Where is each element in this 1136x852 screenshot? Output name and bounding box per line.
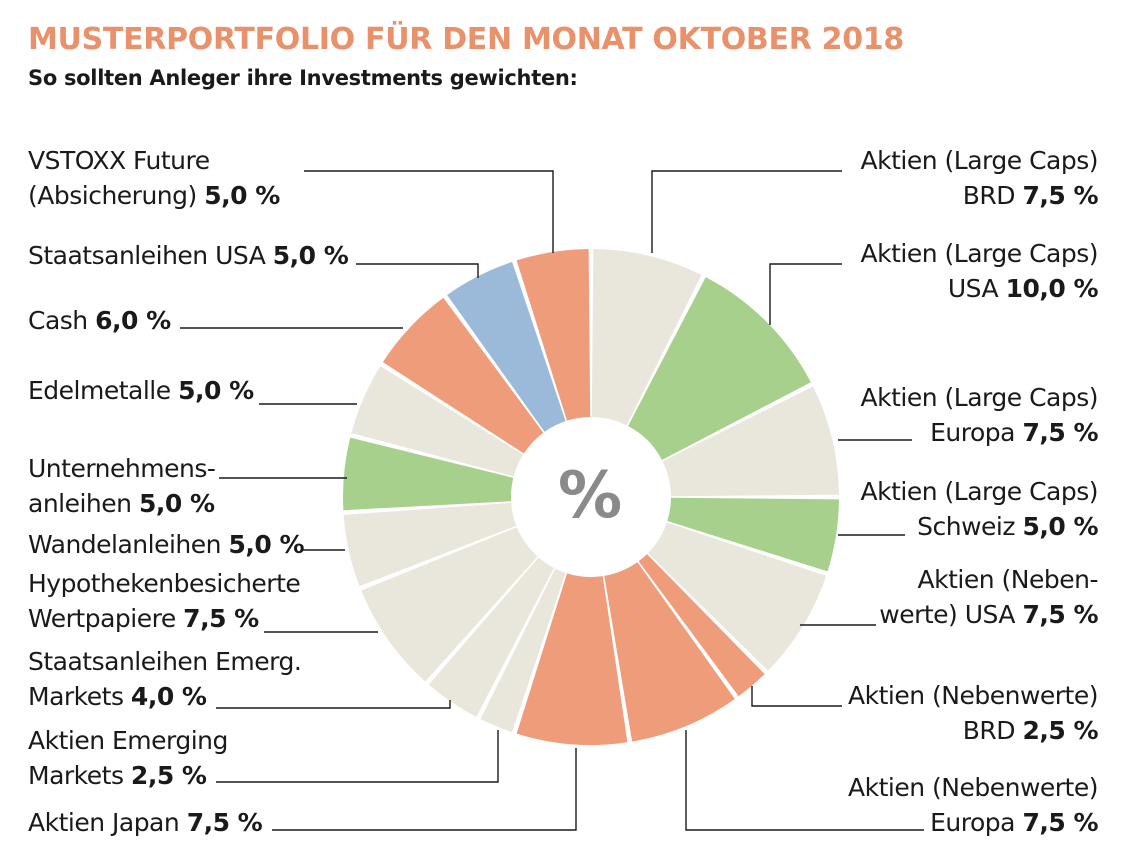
slice-13 (351, 366, 524, 477)
slice-label-text: Markets (28, 761, 124, 790)
slice-8 (480, 568, 566, 733)
leader-line-7 (272, 748, 577, 831)
slice-label-1: Aktien (Large Caps) USA 10,0 % (860, 236, 1099, 306)
slice-label-text: Staatsanleihen Emerg. (28, 647, 302, 676)
slice-label-text: Aktien (Nebenwerte) (848, 773, 1098, 802)
slice-label-text: (Absicherung) (28, 181, 197, 210)
slice-label-text: Aktien (Large Caps) (860, 239, 1099, 268)
slice-label-13: Edelmetalle 5,0 % (28, 373, 254, 408)
center-symbol: % (558, 459, 622, 533)
slice-label-text: Hypothekenbesicherte (28, 569, 301, 598)
slice-label-text: Aktien Emerging (28, 726, 228, 755)
slice-label-text: Cash (28, 306, 88, 335)
slice-value: 6,0 % (95, 306, 171, 335)
slice-10 (361, 527, 538, 682)
slice-label-text: Aktien (Large Caps) (860, 477, 1099, 506)
slice-value: 7,5 % (1022, 181, 1098, 210)
leader-line-8 (216, 730, 499, 783)
slice-9 (428, 557, 554, 717)
slice-label-10: Hypothekenbesicherte Wertpapiere 7,5 % (28, 566, 301, 636)
slice-label-text: werte) USA (879, 600, 1015, 629)
slice-value: 7,5 % (1022, 808, 1098, 837)
slice-label-14: Cash 6,0 % (28, 303, 171, 338)
slice-label-text: Aktien (Neben- (917, 565, 1099, 594)
slice-label-text: Staatsanleihen USA (28, 241, 266, 270)
slice-value: 4,0 % (130, 682, 207, 711)
slice-label-text: Aktien (Large Caps) (860, 146, 1099, 175)
slice-label-5: Aktien (Nebenwerte) BRD 2,5 % (848, 678, 1098, 748)
slice-label-text: anleihen (28, 489, 132, 518)
slice-label-3: Aktien (Large Caps) Schweiz 5,0 % (860, 474, 1099, 544)
leader-line-1 (769, 263, 842, 325)
slice-12 (343, 437, 514, 511)
slice-label-text: Aktien Japan (28, 808, 180, 837)
slice-label-4: Aktien (Neben-werte) USA 7,5 % (879, 562, 1098, 632)
slice-value: 10,0 % (1005, 274, 1099, 303)
slice-label-text: USA (947, 274, 999, 303)
leader-line-9 (216, 700, 451, 709)
slice-label-9: Staatsanleihen Emerg. Markets 4,0 % (28, 644, 302, 714)
slice-value: 7,5 % (1022, 600, 1098, 629)
chart-subtitle: So sollten Anleger ihre Investments gewi… (28, 66, 578, 90)
slice-value: 7,5 % (186, 808, 263, 837)
slice-label-text: Europa (930, 418, 1015, 447)
slice-label-text: Markets (28, 682, 124, 711)
leader-line-6 (685, 730, 924, 831)
leader-lines (180, 170, 924, 831)
slice-value: 7,5 % (1022, 418, 1098, 447)
slice-value: 7,5 % (183, 604, 259, 633)
slice-label-2: Aktien (Large Caps) Europa 7,5 % (860, 380, 1099, 450)
slice-0 (591, 249, 702, 426)
slice-value: 5,0 % (1022, 512, 1098, 541)
slice-value: 2,5 % (130, 761, 207, 790)
chart-title: MUSTERPORTFOLIO FÜR DEN MONAT OKTOBER 20… (28, 22, 904, 57)
slice-label-text: Unternehmens- (28, 454, 216, 483)
slice-1 (628, 277, 811, 460)
slice-label-6: Aktien (Nebenwerte) Europa 7,5 % (848, 770, 1098, 840)
leader-line-15 (356, 263, 479, 278)
slice-label-15: Staatsanleihen USA 5,0 % (28, 238, 349, 273)
slice-label-11: Wandelanleihen 5,0 % (28, 527, 304, 562)
slice-7 (516, 573, 628, 745)
slice-label-text: Aktien (Large Caps) (860, 383, 1099, 412)
slice-label-text: Wandelanleihen (28, 530, 222, 559)
slice-label-text: Schweiz (917, 512, 1015, 541)
slice-label-text: BRD (962, 716, 1016, 745)
slice-value: 2,5 % (1022, 716, 1098, 745)
slice-14 (382, 297, 544, 454)
slice-value: 5,0 % (178, 376, 254, 405)
slice-label-12: Unternehmens-anleihen 5,0 % (28, 451, 216, 521)
slice-value: 5,0 % (228, 530, 304, 559)
slice-3 (667, 497, 839, 572)
slice-11 (343, 502, 517, 587)
slice-15 (447, 261, 566, 432)
slice-label-7: Aktien Japan 7,5 % (28, 805, 263, 840)
slice-label-16: VSTOXX Future (Absicherung) 5,0 % (28, 143, 280, 213)
slice-value: 5,0 % (272, 241, 349, 270)
leader-line-16 (304, 170, 554, 253)
slice-16 (516, 249, 591, 421)
slice-label-text: Edelmetalle (28, 376, 171, 405)
leader-line-5 (751, 686, 842, 707)
slice-2 (662, 386, 839, 497)
slice-5 (638, 554, 765, 697)
slice-label-text: BRD (962, 181, 1016, 210)
slice-label-0: Aktien (Large Caps) BRD 7,5 % (860, 143, 1099, 213)
slice-label-text: Europa (930, 808, 1015, 837)
slice-value: 5,0 % (138, 489, 215, 518)
slice-label-text: Aktien (Nebenwerte) (848, 681, 1098, 710)
leader-line-0 (651, 170, 842, 253)
slice-label-text: VSTOXX Future (28, 146, 210, 175)
slice-value: 5,0 % (204, 181, 280, 210)
slice-6 (604, 562, 735, 742)
slice-4 (648, 522, 827, 671)
slice-label-text: Wertpapiere (28, 604, 176, 633)
slice-label-8: Aktien Emerging Markets 2,5 % (28, 723, 228, 793)
donut-slices (343, 249, 839, 745)
